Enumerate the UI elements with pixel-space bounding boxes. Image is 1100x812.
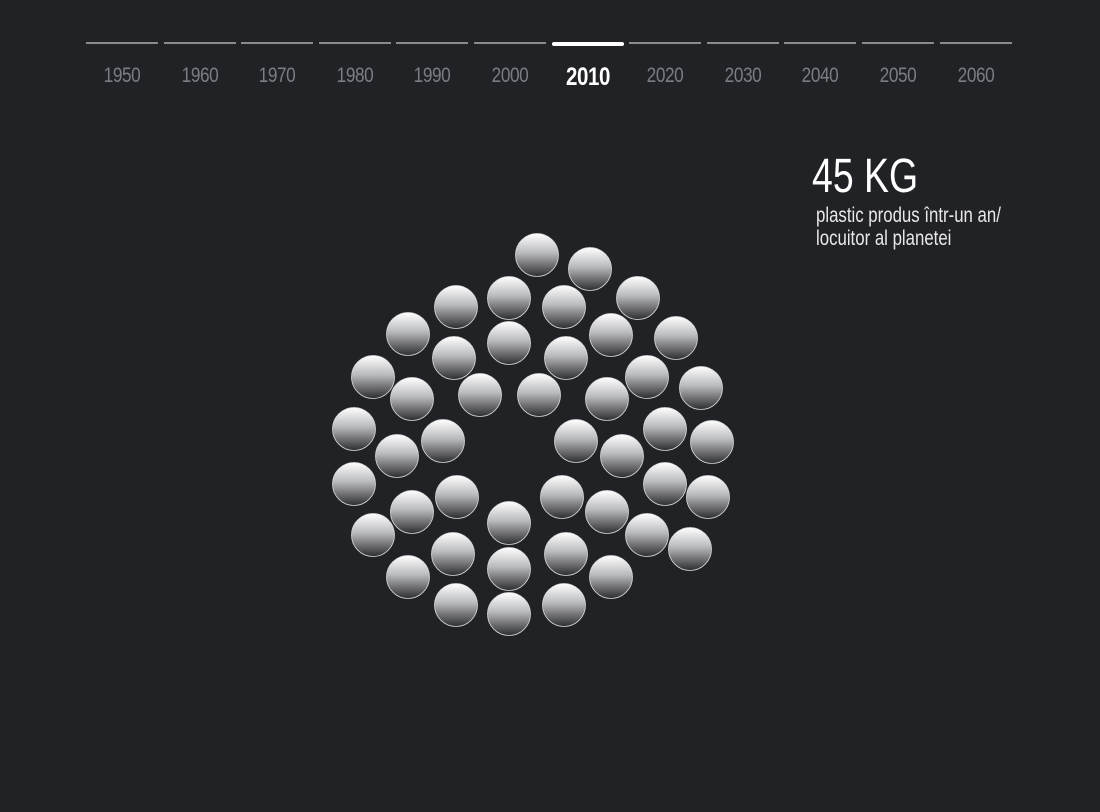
- plastic-bubble: [487, 547, 531, 591]
- timeline-bar: [629, 42, 701, 44]
- plastic-bubble: [386, 312, 430, 356]
- plastic-bubble: [351, 355, 395, 399]
- timeline-bar: [319, 42, 391, 44]
- timeline-item-2010[interactable]: 2010: [552, 42, 624, 98]
- plastic-bubble: [434, 583, 478, 627]
- plastic-bubble: [544, 532, 588, 576]
- timeline-bar: [862, 42, 934, 44]
- timeline-item-1960[interactable]: 1960: [164, 42, 236, 98]
- timeline-year-label: 1950: [103, 64, 141, 87]
- timeline-year-label: 2020: [646, 64, 684, 87]
- plastic-bubble: [542, 285, 586, 329]
- timeline-year-label: 1990: [413, 64, 451, 87]
- timeline-year-label: 2040: [801, 64, 839, 87]
- timeline-year-label: 2000: [491, 64, 529, 87]
- timeline: 1950 1960 1970 1980 1990 2000 2010 2020 2030 2040…: [86, 42, 1014, 102]
- plastic-bubble: [589, 555, 633, 599]
- plastic-bubble: [332, 462, 376, 506]
- timeline-item-2020[interactable]: 2020: [629, 42, 701, 98]
- plastic-bubble: [568, 247, 612, 291]
- timeline-item-2000[interactable]: 2000: [474, 42, 546, 98]
- timeline-bar: [474, 42, 546, 44]
- timeline-year-label: 2050: [879, 64, 917, 87]
- stat-description-line2: locuitor al planetei: [816, 227, 952, 250]
- plastic-bubble: [690, 420, 734, 464]
- plastic-bubble: [487, 501, 531, 545]
- timeline-year-label: 1960: [181, 64, 219, 87]
- plastic-bubble: [654, 316, 698, 360]
- plastic-bubble: [643, 462, 687, 506]
- plastic-bubble: [554, 419, 598, 463]
- plastic-bubble: [458, 373, 502, 417]
- stat-panel: 45 KG plastic produs într-un an/ locuito…: [812, 150, 1072, 250]
- plastic-bubble: [390, 377, 434, 421]
- timeline-item-2060[interactable]: 2060: [940, 42, 1012, 98]
- plastic-bubble: [390, 490, 434, 534]
- plastic-bubble: [421, 419, 465, 463]
- plastic-bubble: [600, 434, 644, 478]
- timeline-year-label: 1970: [258, 64, 296, 87]
- timeline-bar: [164, 42, 236, 44]
- timeline-year-label: 2030: [724, 64, 762, 87]
- stat-description-line1: plastic produs într-un an/: [816, 204, 1001, 227]
- timeline-item-2050[interactable]: 2050: [862, 42, 934, 98]
- timeline-bar: [396, 42, 468, 44]
- timeline-bar: [784, 42, 856, 44]
- timeline-item-2040[interactable]: 2040: [784, 42, 856, 98]
- plastic-bubble: [431, 532, 475, 576]
- plastic-bubble: [517, 373, 561, 417]
- plastic-bubble: [686, 475, 730, 519]
- timeline-bar: [940, 42, 1012, 44]
- plastic-bubble: [540, 475, 584, 519]
- plastic-bubble: [351, 513, 395, 557]
- plastic-bubble: [668, 527, 712, 571]
- timeline-item-2030[interactable]: 2030: [707, 42, 779, 98]
- plastic-bubble: [542, 583, 586, 627]
- plastic-bubble: [487, 592, 531, 636]
- plastic-bubble: [386, 555, 430, 599]
- timeline-year-label: 1980: [336, 64, 374, 87]
- timeline-bar: [241, 42, 313, 44]
- plastic-bubble: [435, 475, 479, 519]
- timeline-bar: [86, 42, 158, 44]
- plastic-bubble: [487, 321, 531, 365]
- plastic-bubble: [589, 313, 633, 357]
- stat-value: 45 KG: [812, 150, 919, 203]
- timeline-item-1950[interactable]: 1950: [86, 42, 158, 98]
- timeline-year-label: 2010: [566, 63, 610, 91]
- plastic-bubble: [643, 407, 687, 451]
- stat-description: plastic produs într-un an/ locuitor al p…: [816, 204, 1021, 250]
- timeline-bar: [552, 42, 624, 46]
- timeline-item-1990[interactable]: 1990: [396, 42, 468, 98]
- plastic-bubble: [616, 276, 660, 320]
- plastic-bubble: [544, 336, 588, 380]
- plastic-bubble: [625, 513, 669, 557]
- plastic-bubble: [487, 276, 531, 320]
- timeline-bar: [707, 42, 779, 44]
- plastic-bubble: [332, 407, 376, 451]
- plastic-bubble: [625, 355, 669, 399]
- plastic-bubble: [585, 377, 629, 421]
- plastic-bubble: [375, 434, 419, 478]
- plastic-bubble: [585, 490, 629, 534]
- plastic-bubble: [432, 336, 476, 380]
- timeline-year-label: 2060: [957, 64, 995, 87]
- timeline-item-1970[interactable]: 1970: [241, 42, 313, 98]
- plastic-bubble: [679, 366, 723, 410]
- timeline-item-1980[interactable]: 1980: [319, 42, 391, 98]
- plastic-bubble: [434, 285, 478, 329]
- plastic-bubble: [515, 233, 559, 277]
